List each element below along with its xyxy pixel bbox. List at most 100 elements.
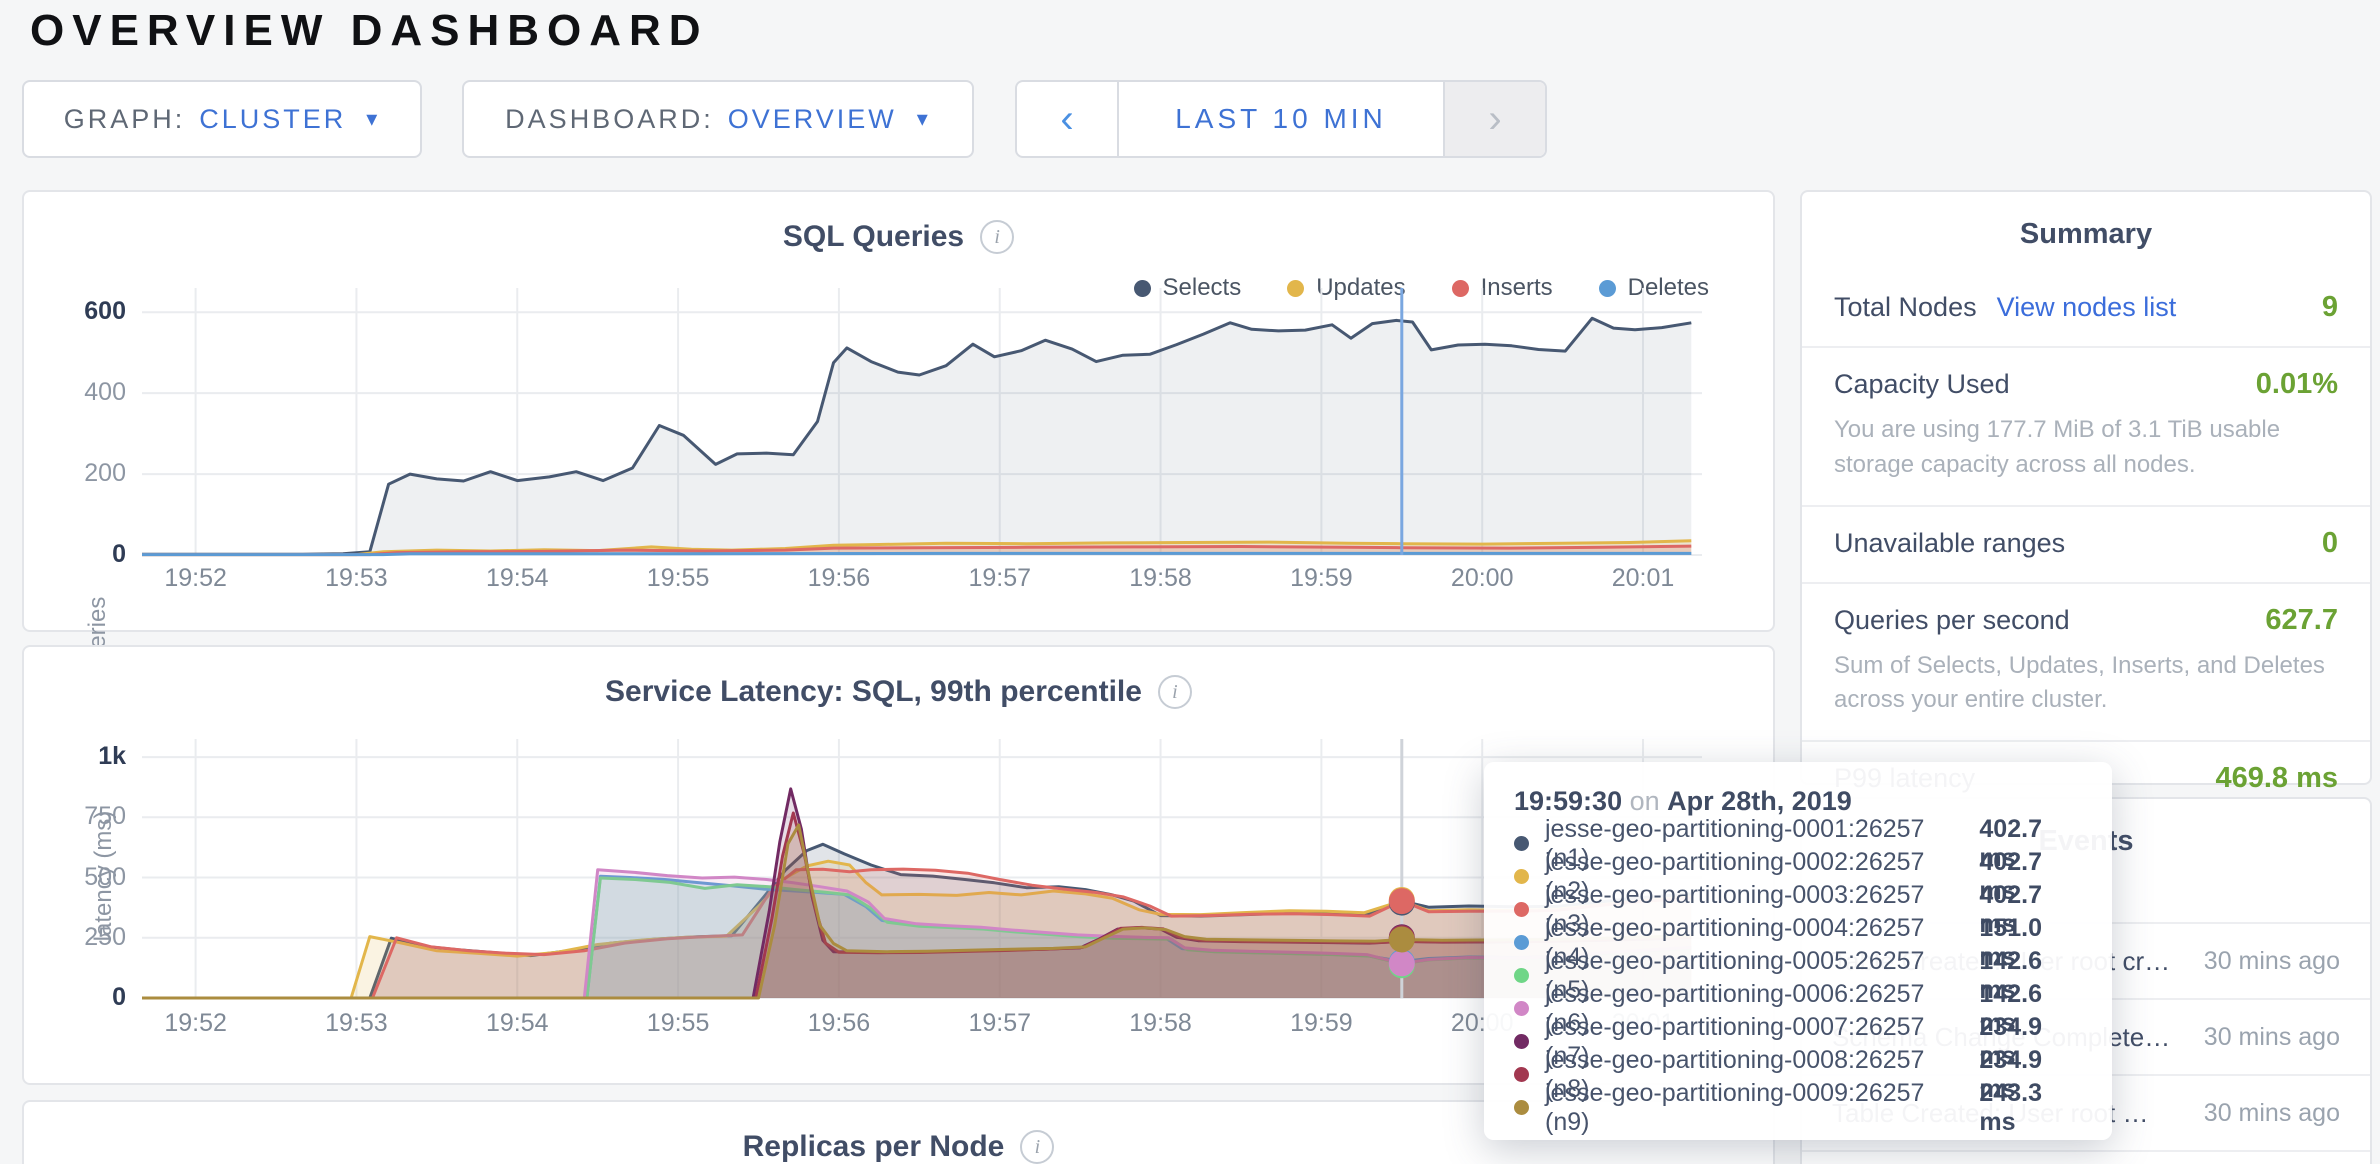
x-tick-label: 19:58 [1129,564,1192,592]
node-color-dot-icon [1514,1001,1529,1016]
node-color-dot-icon [1514,902,1529,917]
tooltip-node-name: jesse-geo-partitioning-0009:26257 (n9) [1545,1078,1925,1136]
summary-value: 0.01% [2255,368,2338,400]
x-tick-label: 19:57 [968,1009,1031,1037]
tooltip-node-name: jesse-geo-partitioning-0001:26257 (n1) [1545,814,1925,872]
node-color-dot-icon [1514,935,1529,950]
summary-value: 627.7 [2265,603,2338,636]
tooltip-node-row: jesse-geo-partitioning-0005:26257 (n5) 14… [1514,947,2082,1004]
tooltip-node-value: 151.0 ms [1979,913,2042,971]
summary-value: 0 [2321,526,2338,559]
node-color-dot-icon [1514,1067,1529,1082]
tooltip-node-value: 402.7 ms [1979,880,2042,938]
view-nodes-list-link[interactable]: View nodes list [1996,292,2177,322]
node-color-dot-icon [1514,869,1529,884]
x-tick-label: 19:54 [485,1009,549,1037]
legend-dot-icon [1598,279,1616,297]
tooltip-node-value: 142.6 ms [1979,946,2042,1004]
legend-item-updates[interactable]: Updates [1287,274,1406,302]
x-tick-label: 19:56 [807,564,871,592]
chevron-right-icon: › [1488,96,1502,141]
x-tick-label: 19:52 [164,1009,227,1037]
legend-dot-icon [1287,279,1305,297]
y-tick-label: 250 [84,922,126,951]
x-tick-label: 19:52 [164,564,227,592]
tooltip-node-value: 142.6 ms [1979,979,2042,1037]
y-tick-label: 750 [84,802,126,831]
info-icon[interactable]: i [1020,1130,1055,1164]
x-tick-label: 19:53 [325,564,388,592]
tooltip-node-row: jesse-geo-partitioning-0008:26257 (n8) 23… [1514,1046,2082,1103]
tooltip-node-value: 402.7 ms [1979,847,2042,905]
tooltip-node-row: jesse-geo-partitioning-0002:26257 (n2) 40… [1514,848,2082,905]
service-latency-card: Service Latency: SQL, 99th percentile i … [22,645,1775,1085]
event-row[interactable]: Table Created: User root cr…30 mins ago [1802,1150,2370,1164]
x-tick-label: 19:55 [646,564,710,592]
node-color-dot-icon [1514,836,1529,851]
time-range-selector: ‹ LAST 10 MIN › [1015,80,1547,158]
summary-panel: Summary Total Nodes View nodes list 9 Ca… [1800,190,2372,794]
summary-value: 469.8 ms [2215,762,2338,795]
x-tick-label: 19:55 [646,1009,710,1037]
y-tick-label: 0 [112,983,126,1011]
summary-label: Capacity Used [1834,369,2010,399]
dashboard-dropdown[interactable]: DASHBOARD: OVERVIEW ▾ [462,80,974,158]
time-prev-button[interactable]: ‹ [1017,82,1117,156]
time-window-button[interactable]: LAST 10 MIN [1117,82,1445,156]
x-tick-label: 19:56 [807,1009,871,1037]
graph-dropdown-label: GRAPH: [63,103,186,134]
summary-row-capacity-used: Capacity Used 0.01% You are using 177.7 … [1802,346,2370,505]
info-icon[interactable]: i [1157,675,1192,709]
node-color-dot-icon [1514,968,1529,983]
info-icon[interactable]: i [980,220,1015,254]
summary-row-total-nodes: Total Nodes View nodes list 9 [1802,271,2370,346]
legend-label: Updates [1316,274,1406,301]
x-tick-label: 19:58 [1129,1009,1192,1037]
legend-item-deletes[interactable]: Deletes [1598,274,1709,302]
summary-label: Queries per second [1834,604,2070,635]
x-tick-label: 20:00 [1450,564,1514,592]
tooltip-node-value: 243.3 ms [1979,1078,2042,1136]
event-time: 30 mins ago [2203,1098,2340,1127]
replicas-per-node-card: Replicas per Node i [22,1100,1775,1164]
x-tick-label: 19:54 [485,564,549,592]
page-title: OVERVIEW DASHBOARD [30,6,709,55]
legend-label: Selects [1162,274,1242,301]
tooltip-node-row: jesse-geo-partitioning-0001:26257 (n1) 40… [1514,815,2082,872]
tooltip-node-value: 402.7 ms [1979,814,2042,872]
x-tick-label: 19:59 [1290,1009,1353,1037]
tooltip-node-row: jesse-geo-partitioning-0009:26257 (n9) 24… [1514,1079,2082,1136]
graph-dropdown[interactable]: GRAPH: CLUSTER ▾ [22,80,422,158]
tooltip-node-name: jesse-geo-partitioning-0004:26257 (n4) [1545,913,1925,971]
summary-row-queries-per-second: Queries per second 627.7 Sum of Selects,… [1802,581,2370,741]
summary-row-unavailable-ranges: Unavailable ranges 0 [1802,504,2370,582]
time-next-button[interactable]: › [1445,82,1545,156]
event-time: 30 mins ago [2203,946,2340,975]
sql-queries-title: SQL Queries [782,220,965,253]
summary-title: Summary [2019,218,2153,250]
legend-item-inserts[interactable]: Inserts [1451,274,1553,302]
x-tick-label: 19:57 [968,564,1031,592]
sql-queries-legend: Selects Updates Inserts Deletes [1133,274,1709,302]
chevron-down-icon: ▾ [366,106,381,131]
summary-label: Unavailable ranges [1834,527,2066,558]
replicas-per-node-title: Replicas per Node [742,1130,1005,1163]
tooltip-node-row: jesse-geo-partitioning-0007:26257 (n7) 23… [1514,1013,2082,1070]
tooltip-node-name: jesse-geo-partitioning-0006:26257 (n6) [1545,979,1925,1037]
node-color-dot-icon [1514,1034,1529,1049]
tooltip-node-name: jesse-geo-partitioning-0008:26257 (n8) [1545,1045,1925,1103]
y-tick-label: 500 [84,862,126,891]
service-latency-title: Service Latency: SQL, 99th percentile [605,675,1142,708]
legend-item-selects[interactable]: Selects [1133,274,1242,302]
tooltip-node-name: jesse-geo-partitioning-0002:26257 (n2) [1545,847,1925,905]
tooltip-node-row: jesse-geo-partitioning-0003:26257 (n3) 40… [1514,881,2082,938]
tooltip-timestamp: 19:59:30 on Apr 28th, 2019 [1514,786,1852,816]
tooltip-node-row: jesse-geo-partitioning-0004:26257 (n4) 15… [1514,914,2082,971]
summary-subtext: Sum of Selects, Updates, Inserts, and De… [1834,651,2325,714]
sql-queries-chart[interactable]: 19:52 19:53 19:54 19:55 19:56 19:57 19:58 19:59… [24,192,1773,630]
chart-sql-svg [142,288,1702,557]
y-tick-label: 200 [84,459,126,488]
tooltip-node-name: jesse-geo-partitioning-0005:26257 (n5) [1545,946,1925,1004]
x-tick-label: 19:53 [325,1009,388,1037]
tooltip-node-row: jesse-geo-partitioning-0006:26257 (n6) 14… [1514,980,2082,1037]
